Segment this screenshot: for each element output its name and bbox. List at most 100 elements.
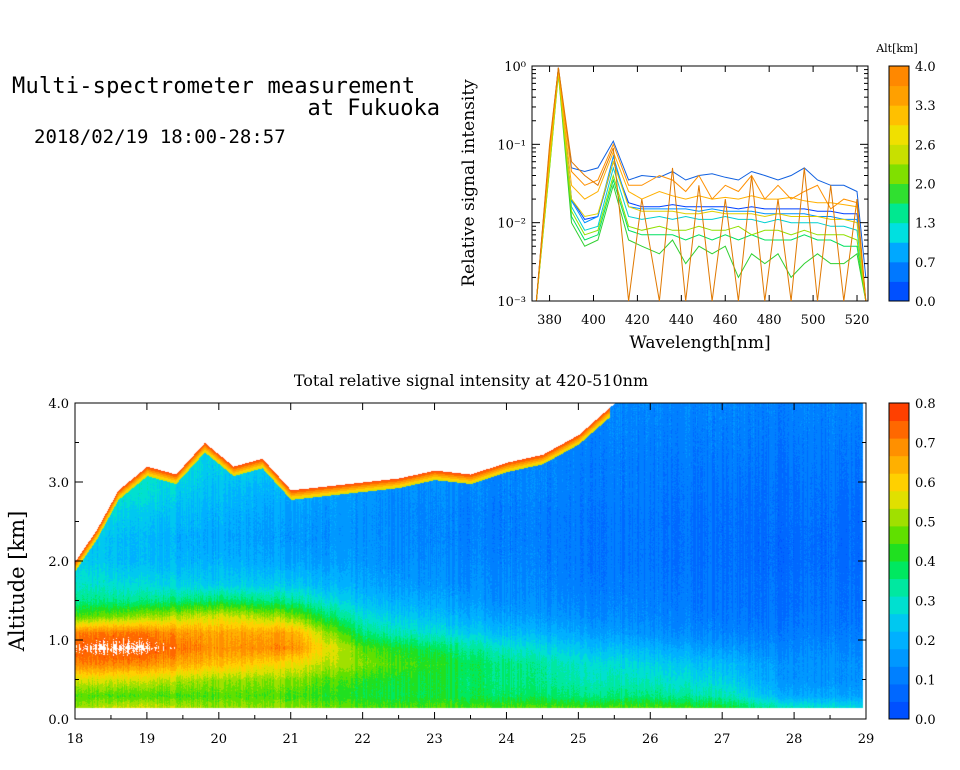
heatmap-y-tick-label: 4.0 — [48, 397, 69, 412]
heatmap-x-tick-label: 22 — [354, 732, 371, 747]
spectrum-y-tick-label: 10⁻¹ — [497, 138, 526, 153]
altitude-colorbar-swatch — [889, 144, 909, 165]
heatmap-x-tick-label: 21 — [282, 732, 299, 747]
altitude-colorbar-swatch — [889, 281, 909, 302]
intensity-colorbar-swatch — [889, 543, 909, 562]
spectrum-series-line-6 — [535, 73, 867, 302]
altitude-colorbar-tick-label: 0.0 — [915, 295, 936, 310]
spectrum-series-line-8 — [535, 69, 867, 302]
intensity-colorbar-tick-label: 0.5 — [915, 516, 936, 531]
altitude-colorbar-title: Alt[km] — [875, 42, 918, 55]
heatmap-y-tick-label: 2.0 — [48, 555, 69, 570]
altitude-colorbar-tick-label: 1.3 — [915, 217, 936, 232]
altitude-colorbar-swatch — [889, 85, 909, 106]
heatmap-x-tick-label: 28 — [786, 732, 803, 747]
altitude-colorbar-swatch — [889, 261, 909, 282]
spectrum-y-tick-label: 10⁻³ — [497, 295, 526, 310]
spectrum-series-line-1 — [535, 67, 867, 302]
intensity-colorbar-tick-label: 0.8 — [915, 397, 936, 412]
intensity-colorbar-swatch — [889, 578, 909, 597]
heatmap-y-axis-label: Altitude [km] — [5, 511, 29, 653]
heatmap-canvas — [75, 403, 866, 719]
intensity-colorbar-swatch — [889, 561, 909, 580]
altitude-colorbar-swatch — [889, 105, 909, 126]
intensity-colorbar-tick-label: 0.6 — [915, 476, 936, 491]
altitude-colorbar-swatch — [889, 66, 909, 87]
heatmap-y-tick-label: 0.0 — [48, 713, 69, 728]
altitude-colorbar-swatch — [889, 183, 909, 204]
altitude-colorbar-tick-label: 4.0 — [915, 60, 936, 75]
altitude-colorbar-tick-label: 3.3 — [915, 99, 936, 114]
intensity-colorbar-swatch — [889, 490, 909, 509]
altitude-colorbar-tick-label: 2.6 — [915, 138, 936, 153]
spectrum-series-line-7 — [535, 71, 867, 302]
heatmap-x-tick-label: 23 — [426, 732, 443, 747]
intensity-colorbar-tick-label: 0.0 — [915, 713, 936, 728]
intensity-colorbar-swatch — [889, 666, 909, 685]
intensity-colorbar-swatch — [889, 525, 909, 544]
intensity-colorbar-swatch — [889, 613, 909, 632]
spectrum-x-tick-label: 440 — [669, 313, 694, 328]
intensity-colorbar-swatch — [889, 596, 909, 615]
spectrum-plot-frame — [531, 65, 869, 302]
spectrum-series-line-4 — [535, 71, 867, 302]
heatmap-x-tick-label: 24 — [498, 732, 515, 747]
heatmap-x-tick-label: 26 — [642, 732, 659, 747]
spectrum-series-line-5 — [535, 73, 867, 302]
main-title-line2: at Fukuoka — [307, 96, 440, 121]
intensity-colorbar-swatch — [889, 403, 909, 422]
intensity-colorbar-tick-label: 0.2 — [915, 634, 936, 649]
altitude-colorbar-swatch — [889, 242, 909, 263]
heatmap-x-tick-label: 29 — [858, 732, 875, 747]
heatmap-x-tick-label: 27 — [714, 732, 731, 747]
intensity-colorbar-tick-label: 0.3 — [915, 595, 936, 610]
intensity-colorbar-swatch — [889, 648, 909, 667]
intensity-colorbar-swatch — [889, 473, 909, 492]
date-range-text: 2018/02/19 18:00-28:57 — [34, 126, 286, 148]
spectrum-x-tick-label: 460 — [713, 313, 738, 328]
heatmap-x-tick-label: 25 — [570, 732, 587, 747]
spectrum-x-tick-label: 520 — [845, 313, 870, 328]
spectrum-x-tick-label: 480 — [757, 313, 782, 328]
intensity-colorbar-swatch — [889, 631, 909, 650]
spectrum-x-tick-label: 400 — [581, 313, 606, 328]
heatmap-title: Total relative signal intensity at 420-5… — [294, 371, 648, 390]
spectrum-y-tick-label: 10⁰ — [504, 60, 526, 75]
intensity-colorbar: 0.8 0.7 0.6 0.5 0.4 0.3 0.2 0.1 0.0 — [888, 397, 936, 728]
heatmap-x-tick-label: 20 — [211, 732, 228, 747]
altitude-colorbar-tick-label: 2.0 — [915, 178, 936, 193]
intensity-colorbar-swatch — [889, 438, 909, 457]
main-title-line1: Multi-spectrometer measurement — [12, 74, 416, 99]
heatmap-title-svg: Total relative signal intensity at 420-5… — [294, 371, 648, 390]
spectrum-series-group — [535, 67, 867, 302]
spectrum-y-tick-label: 10⁻² — [497, 217, 526, 232]
intensity-colorbar-frame — [888, 402, 910, 720]
spectrum-series-line-9 — [535, 67, 867, 302]
spectrum-x-tick-label: 420 — [625, 313, 650, 328]
intensity-colorbar-swatch — [889, 701, 909, 720]
intensity-colorbar-tick-label: 0.4 — [915, 555, 936, 570]
spectrum-chart: 380 400 420 440 460 480 500 520 10⁻³ 10⁻² 10⁻¹ 10⁰… — [459, 42, 936, 353]
altitude-colorbar-swatch — [889, 203, 909, 224]
intensity-colorbar-swatch — [889, 683, 909, 702]
altitude-colorbar-swatch — [889, 222, 909, 243]
intensity-colorbar-swatch — [889, 420, 909, 439]
spectrum-series-line-3 — [535, 71, 867, 302]
intensity-colorbar-tick-label: 0.1 — [915, 674, 936, 689]
heatmap-x-tick-label: 18 — [67, 732, 84, 747]
altitude-colorbar-frame — [888, 65, 910, 302]
heatmap-y-tick-label: 3.0 — [48, 476, 69, 491]
spectrum-y-axis-label: Relative signal intensity — [459, 79, 479, 287]
spectrum-x-axis-label: Wavelength[nm] — [629, 333, 770, 353]
heatmap-x-tick-label: 19 — [139, 732, 156, 747]
altitude-colorbar-swatch — [889, 124, 909, 145]
intensity-colorbar-swatch — [889, 455, 909, 474]
intensity-colorbar-swatch — [889, 508, 909, 527]
spectrum-series-line-0 — [535, 67, 867, 302]
spectrum-y-ticks: 10⁻³ 10⁻² 10⁻¹ 10⁰ — [497, 60, 868, 310]
heatmap-y-tick-label: 1.0 — [48, 634, 69, 649]
intensity-colorbar-tick-label: 0.7 — [915, 437, 936, 452]
spectrum-series-line-10 — [535, 67, 867, 302]
altitude-colorbar-swatch — [889, 163, 909, 184]
altitude-colorbar: 4.0 3.3 2.6 2.0 1.3 0.7 0.0 — [888, 60, 936, 310]
